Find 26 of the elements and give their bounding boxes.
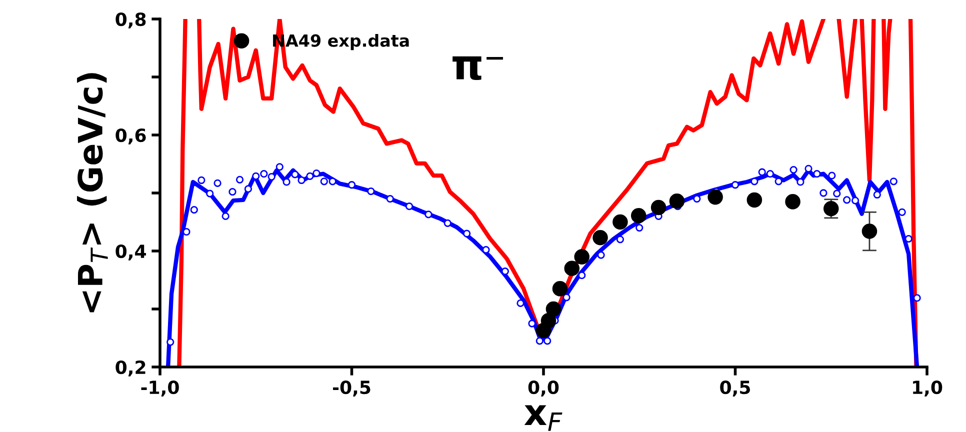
point [650, 200, 666, 216]
x-axis-title: x$_{F}$ [524, 405, 562, 431]
x-tick-label: 0,5 [720, 380, 750, 396]
point [862, 224, 878, 239]
point [708, 189, 723, 205]
point [574, 249, 590, 264]
point [746, 192, 762, 208]
annotation: π⁻ [452, 56, 503, 80]
point [564, 260, 580, 276]
y-tick-label: 0,4 [116, 244, 146, 260]
y-axis-title: <P$_{T}$> (GeV/c) [77, 73, 108, 312]
point [540, 312, 556, 328]
point [612, 214, 628, 230]
x-tick-label: -0,5 [332, 380, 370, 396]
y-tick-label: 0,8 [116, 12, 146, 28]
x-tick-label: 0,0 [528, 380, 559, 396]
x-tick-label: 1,0 [913, 380, 942, 396]
point [592, 230, 608, 246]
y-tick-label: 0,2 [116, 360, 146, 376]
x-tick-label: -1,0 [141, 380, 179, 396]
point [785, 194, 800, 210]
point [546, 301, 562, 317]
point [630, 208, 646, 224]
point [552, 281, 568, 296]
y-tick-label: 0,6 [116, 128, 146, 144]
point [669, 193, 685, 209]
